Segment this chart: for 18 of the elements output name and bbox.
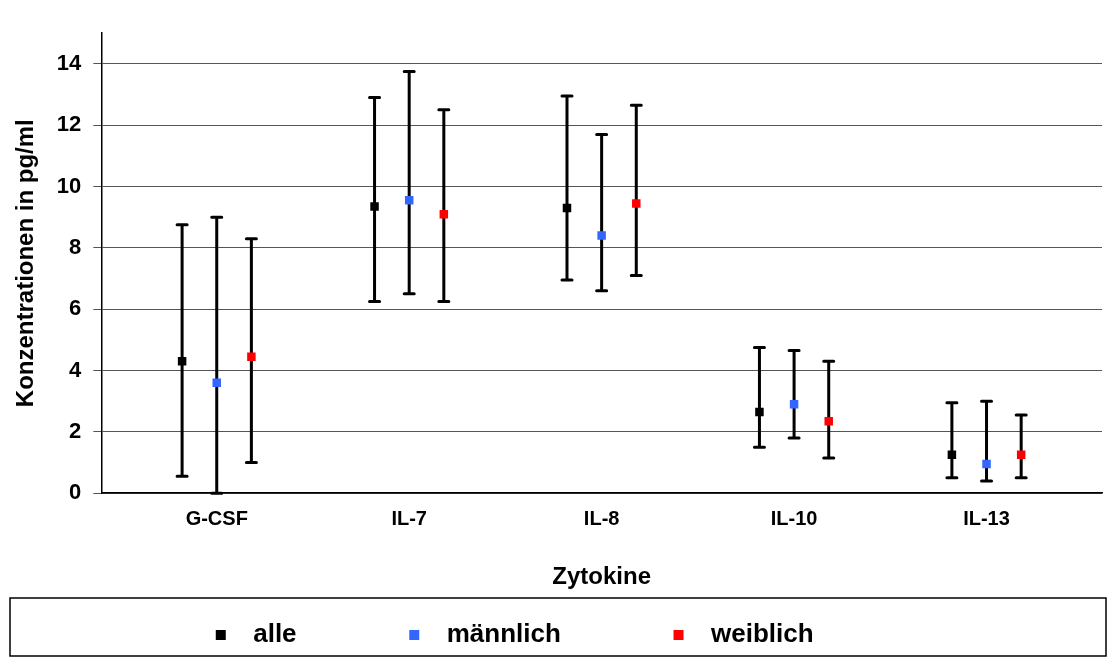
y-tick-label: 4 <box>69 356 83 382</box>
y-tick-label: 14 <box>56 49 83 75</box>
x-tick-label: IL-8 <box>583 506 620 529</box>
y-tick-label: 6 <box>69 295 82 321</box>
y-tick-label: 2 <box>69 417 82 443</box>
x-tick-label: G-CSF <box>185 506 248 529</box>
y-tick-label: 10 <box>56 172 82 198</box>
y-tick-label: 8 <box>69 233 82 259</box>
legend-label: weiblich <box>696 618 901 649</box>
y-tick-label: 12 <box>56 111 82 137</box>
x-tick-label: IL-7 <box>391 506 427 529</box>
legend-label: männlich <box>432 618 648 649</box>
legend-label: alle <box>238 618 384 649</box>
x-tick-label: IL-13 <box>963 506 1010 529</box>
x-tick-label: IL-10 <box>770 506 818 529</box>
y-tick-label: 0 <box>69 479 82 505</box>
y-axis-title: Konzentrationen in pg/ml <box>11 119 39 408</box>
x-axis-title: Zytokine <box>552 562 651 590</box>
